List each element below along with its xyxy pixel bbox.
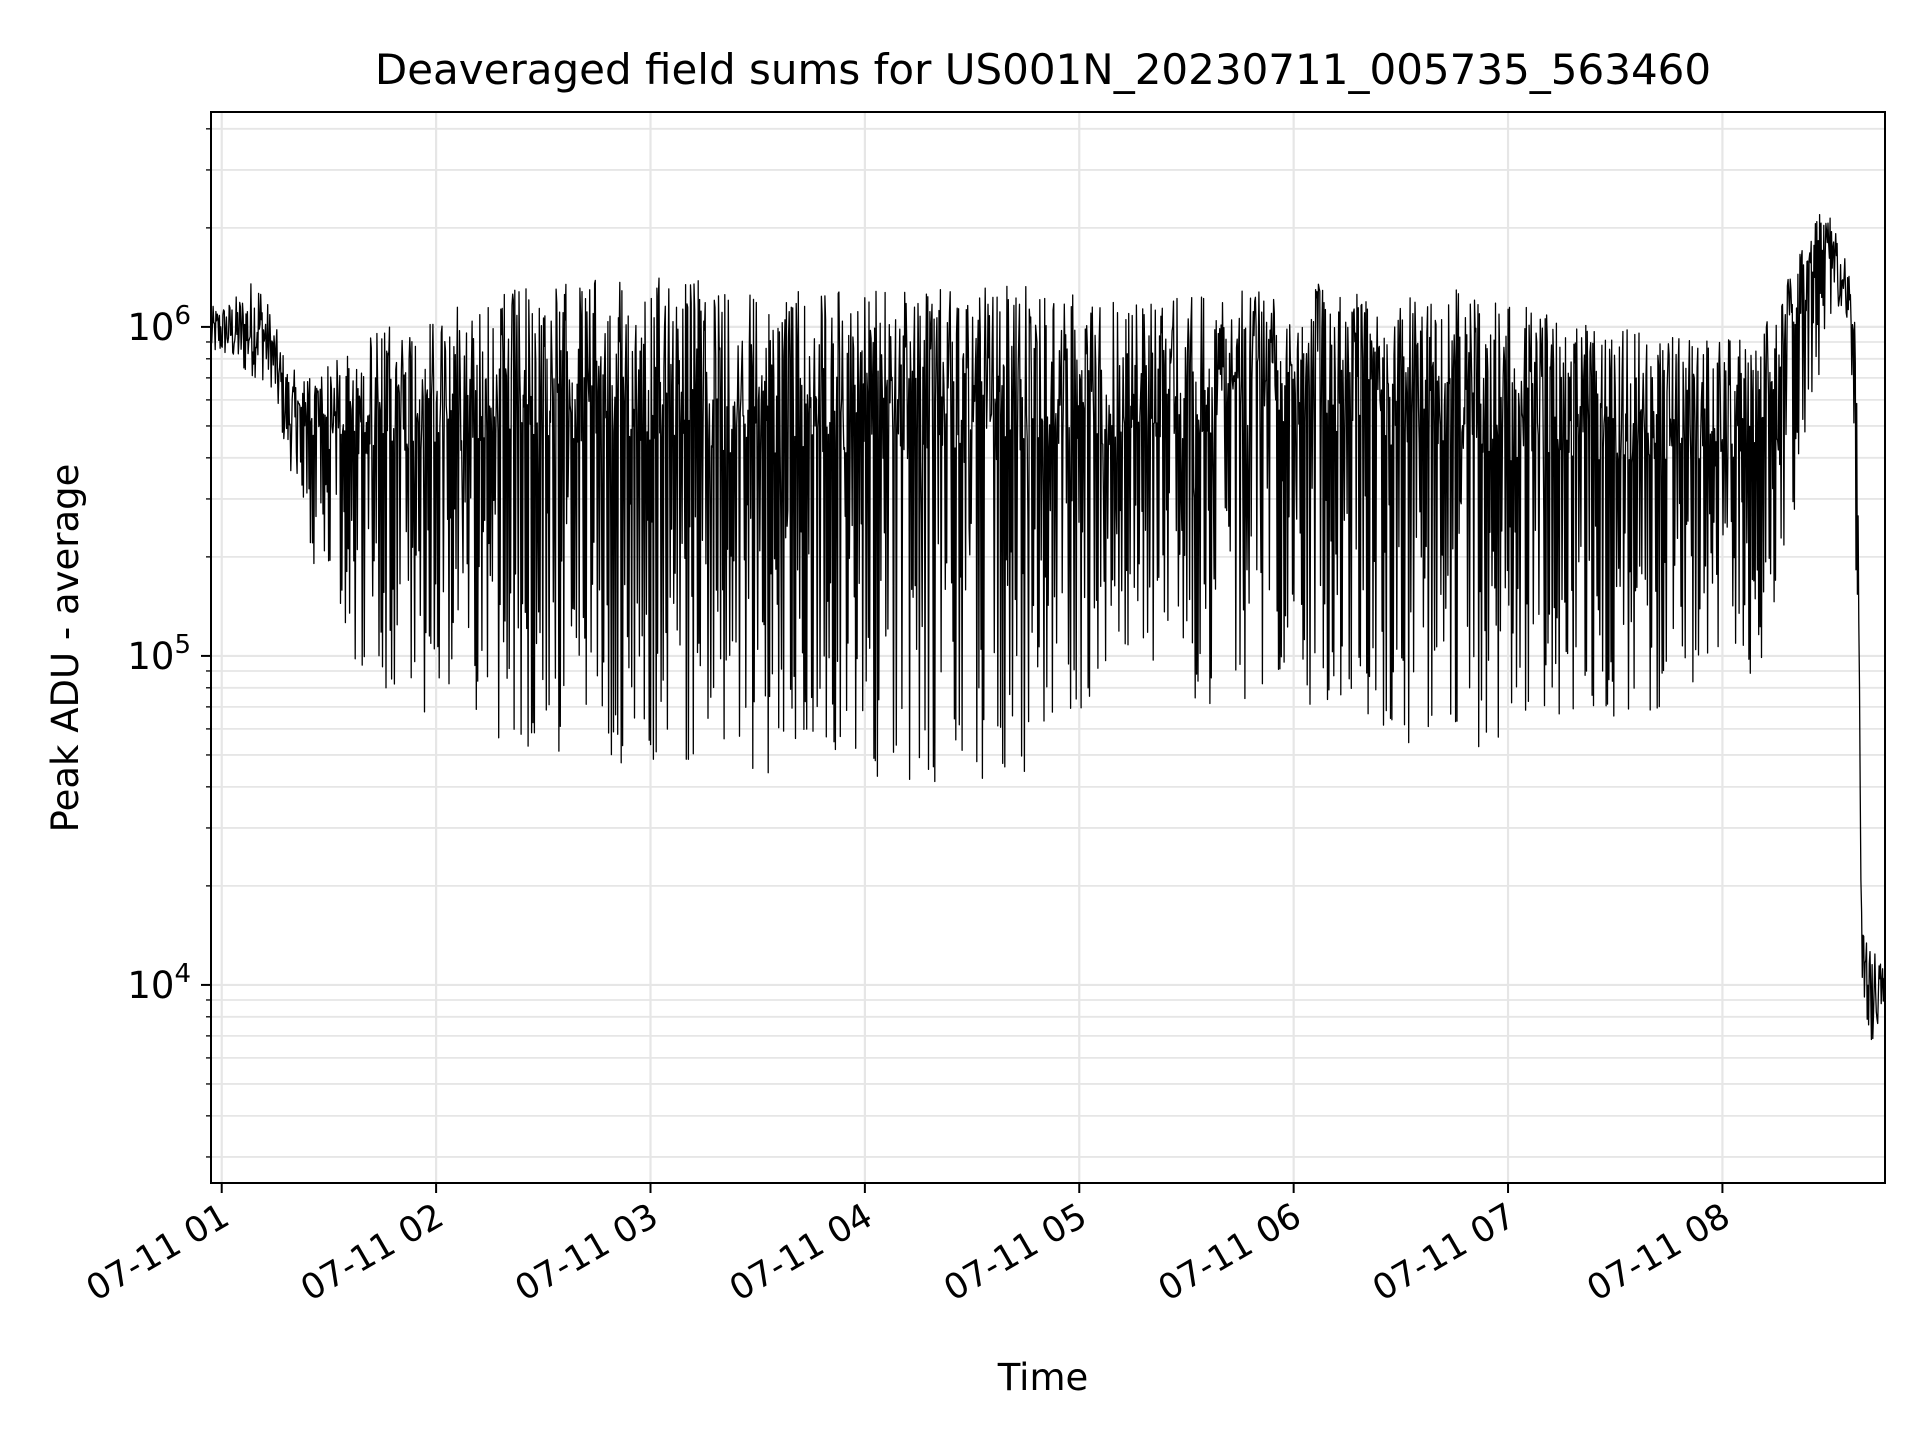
series-line [210, 213, 1886, 1041]
y-tick-label: 104 [127, 959, 191, 1007]
data-series [210, 213, 1886, 1041]
x-axis-label: Time [997, 1356, 1089, 1399]
y-axis-label: Peak ADU - average [44, 464, 87, 833]
chart-title: Deaveraged field sums for US001N_2023071… [375, 45, 1711, 94]
y-tick-label: 105 [127, 630, 191, 678]
plot-frame [210, 111, 1886, 1184]
y-tick-label: 106 [127, 301, 191, 349]
